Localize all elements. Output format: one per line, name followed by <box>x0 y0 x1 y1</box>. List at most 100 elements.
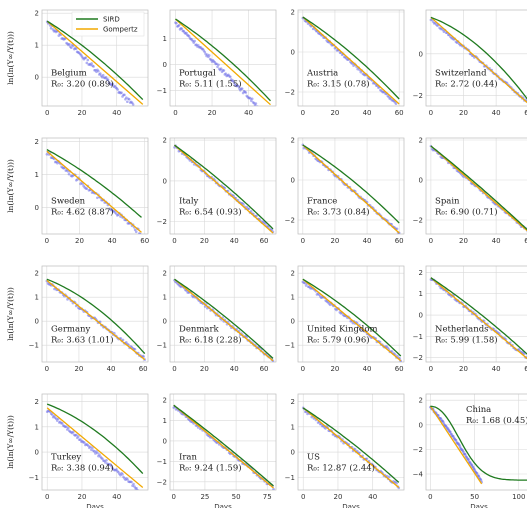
data-point <box>229 75 232 79</box>
y-tick-label: 1 <box>291 294 295 302</box>
data-point <box>132 482 135 486</box>
y-tick-label: −1 <box>413 333 423 341</box>
data-point <box>70 46 73 50</box>
data-point <box>175 22 178 25</box>
data-point <box>131 103 135 106</box>
y-tick-label: −2 <box>413 446 423 454</box>
country-label: Portugal <box>179 68 216 78</box>
r0-label: R₀: 9.24 (1.59) <box>179 462 242 473</box>
x-tick-label: 20 <box>459 237 468 245</box>
plot-area <box>174 18 271 106</box>
r0-label: R₀: 6.54 (0.93) <box>179 206 242 217</box>
data-point <box>99 72 102 75</box>
x-tick-label: 60 <box>524 109 527 117</box>
y-tick-label: 1 <box>163 417 167 425</box>
y-tick-label: −2 <box>157 478 167 486</box>
x-tick-label: 0 <box>301 365 305 373</box>
data-point <box>303 281 307 285</box>
data-point <box>255 214 258 217</box>
data-point <box>120 91 123 94</box>
y-tick-label: 2 <box>163 270 167 278</box>
r0-label: R₀: 5.99 (1.58) <box>435 334 498 345</box>
x-tick-label: 40 <box>107 365 116 373</box>
data-point <box>123 93 126 97</box>
y-tick-label: −1 <box>29 342 39 350</box>
plot-frame <box>169 9 277 107</box>
y-axis-label: ln(ln(Y∞/Y(t))) <box>6 415 15 469</box>
x-tick-label: 0 <box>45 109 49 117</box>
x-tick-label: 75 <box>263 493 272 501</box>
x-tick-label: 0 <box>45 493 49 501</box>
data-point <box>74 47 78 50</box>
x-axis-label: Days <box>470 503 488 508</box>
plot-frame <box>41 137 149 235</box>
y-tick-label: 2 <box>419 137 423 145</box>
country-label: United Kingdom <box>307 324 378 334</box>
gompertz-line <box>429 405 483 485</box>
data-point <box>219 67 223 70</box>
x-tick-label: 20 <box>200 365 209 373</box>
data-point <box>68 42 71 46</box>
sird-line <box>46 149 142 218</box>
r0-label: R₀: 5.79 (0.96) <box>307 334 370 345</box>
data-point <box>133 348 137 351</box>
x-tick-label: 40 <box>368 493 377 501</box>
x-tick-label: 20 <box>200 237 209 245</box>
data-point <box>254 102 258 105</box>
data-point <box>185 31 188 35</box>
y-tick-label: 0 <box>419 50 423 58</box>
sird-line <box>430 277 527 355</box>
x-tick-label: 20 <box>75 237 84 245</box>
plot-area <box>301 278 403 362</box>
plot-frame <box>425 393 527 491</box>
y-tick-label: −4 <box>413 471 424 479</box>
sird-line <box>173 404 274 487</box>
r0-label: R₀: 3.38 (0.94) <box>51 462 114 473</box>
sird-line <box>302 278 402 357</box>
y-tick-label: 1 <box>419 290 423 298</box>
plot-area <box>301 143 401 234</box>
data-point <box>98 453 101 456</box>
data-point <box>56 161 59 165</box>
data-point <box>394 102 398 106</box>
x-tick-label: 0 <box>428 493 432 501</box>
sird-line <box>430 405 527 481</box>
y-tick-label: 2 <box>35 10 39 18</box>
data-point <box>217 63 220 67</box>
y-tick-label: 0 <box>291 177 295 185</box>
data-point <box>454 438 458 442</box>
data-point <box>97 69 100 73</box>
x-tick-label: 20 <box>334 493 343 501</box>
y-tick-label: 0 <box>419 312 423 320</box>
x-tick-label: 0 <box>301 237 305 245</box>
data-point <box>242 203 245 206</box>
x-tick-label: 0 <box>45 365 49 373</box>
y-axis-label: ln(ln(Y∞/Y(t))) <box>6 159 15 213</box>
data-point <box>101 73 105 77</box>
data-point <box>250 97 254 101</box>
plot-area <box>301 406 401 490</box>
gompertz-line <box>46 407 144 488</box>
y-tick-label: 1 <box>291 423 295 431</box>
plot-area <box>172 404 275 490</box>
data-point <box>49 26 53 30</box>
data-point <box>66 170 70 173</box>
data-point <box>467 457 470 461</box>
gompertz-line <box>46 150 142 233</box>
data-point <box>130 480 133 484</box>
legend: SIRD Gompertz <box>71 11 145 37</box>
sird-line <box>175 18 271 102</box>
r0-label: R₀: 3.20 (0.89) <box>51 78 114 89</box>
data-point <box>136 488 139 490</box>
data-point <box>64 425 68 428</box>
y-tick-label: 0 <box>291 49 295 57</box>
y-tick-label: 2 <box>419 397 423 405</box>
x-tick-label: 40 <box>112 109 121 117</box>
y-tick-label: −2 <box>157 218 167 226</box>
data-point <box>84 56 88 59</box>
y-tick-label: 1 <box>35 423 39 431</box>
